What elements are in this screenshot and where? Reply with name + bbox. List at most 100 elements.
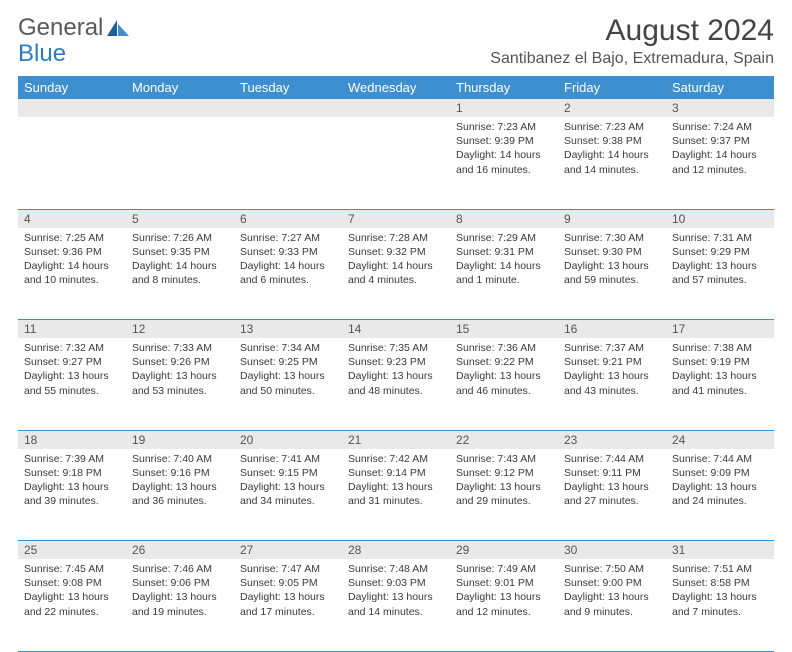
weekday-header: Sunday xyxy=(18,76,126,99)
day-cell: Sunrise: 7:48 AMSunset: 9:03 PMDaylight:… xyxy=(342,559,450,651)
daylight-text: and 31 minutes. xyxy=(348,494,444,508)
location: Santibanez el Bajo, Extremadura, Spain xyxy=(490,50,774,68)
daylight-text: Daylight: 14 hours xyxy=(24,259,120,273)
sunrise-text: Sunrise: 7:25 AM xyxy=(24,231,120,245)
daylight-text: Daylight: 13 hours xyxy=(672,259,768,273)
sunset-text: Sunset: 9:36 PM xyxy=(24,245,120,259)
sunset-text: Sunset: 9:39 PM xyxy=(456,134,552,148)
sunset-text: Sunset: 9:31 PM xyxy=(456,245,552,259)
day-number-cell: 3 xyxy=(666,99,774,117)
day-details: Sunrise: 7:40 AMSunset: 9:16 PMDaylight:… xyxy=(126,449,234,513)
day-number-row: 25262728293031 xyxy=(18,541,774,560)
sunset-text: Sunset: 9:32 PM xyxy=(348,245,444,259)
day-number-cell: 2 xyxy=(558,99,666,117)
daylight-text: Daylight: 13 hours xyxy=(672,369,768,383)
sunset-text: Sunset: 9:30 PM xyxy=(564,245,660,259)
header: General August 2024 Santibanez el Bajo, … xyxy=(18,14,774,68)
day-details: Sunrise: 7:41 AMSunset: 9:15 PMDaylight:… xyxy=(234,449,342,513)
daylight-text: and 10 minutes. xyxy=(24,273,120,287)
day-details: Sunrise: 7:23 AMSunset: 9:38 PMDaylight:… xyxy=(558,117,666,181)
daylight-text: Daylight: 14 hours xyxy=(240,259,336,273)
sunrise-text: Sunrise: 7:42 AM xyxy=(348,452,444,466)
day-cell: Sunrise: 7:35 AMSunset: 9:23 PMDaylight:… xyxy=(342,338,450,430)
sunset-text: Sunset: 9:19 PM xyxy=(672,355,768,369)
day-cell: Sunrise: 7:23 AMSunset: 9:39 PMDaylight:… xyxy=(450,117,558,209)
day-number-cell: 17 xyxy=(666,320,774,339)
weekday-header: Saturday xyxy=(666,76,774,99)
day-cell: Sunrise: 7:36 AMSunset: 9:22 PMDaylight:… xyxy=(450,338,558,430)
day-number-cell: 20 xyxy=(234,430,342,449)
daylight-text: Daylight: 14 hours xyxy=(456,259,552,273)
day-cell: Sunrise: 7:46 AMSunset: 9:06 PMDaylight:… xyxy=(126,559,234,651)
sunrise-text: Sunrise: 7:47 AM xyxy=(240,562,336,576)
day-cell: Sunrise: 7:31 AMSunset: 9:29 PMDaylight:… xyxy=(666,228,774,320)
daylight-text: and 53 minutes. xyxy=(132,384,228,398)
title-block: August 2024 Santibanez el Bajo, Extremad… xyxy=(490,14,774,68)
logo-text-general: General xyxy=(18,14,103,42)
sunrise-text: Sunrise: 7:30 AM xyxy=(564,231,660,245)
weekday-header: Wednesday xyxy=(342,76,450,99)
day-number-cell: 25 xyxy=(18,541,126,560)
day-number-row: 18192021222324 xyxy=(18,430,774,449)
day-number-cell: 14 xyxy=(342,320,450,339)
day-cell: Sunrise: 7:44 AMSunset: 9:09 PMDaylight:… xyxy=(666,449,774,541)
day-details: Sunrise: 7:39 AMSunset: 9:18 PMDaylight:… xyxy=(18,449,126,513)
day-cell: Sunrise: 7:38 AMSunset: 9:19 PMDaylight:… xyxy=(666,338,774,430)
daylight-text: Daylight: 13 hours xyxy=(348,590,444,604)
day-cell xyxy=(18,117,126,209)
sunset-text: Sunset: 8:58 PM xyxy=(672,576,768,590)
daylight-text: and 27 minutes. xyxy=(564,494,660,508)
day-details: Sunrise: 7:38 AMSunset: 9:19 PMDaylight:… xyxy=(666,338,774,402)
sunrise-text: Sunrise: 7:34 AM xyxy=(240,341,336,355)
day-cell: Sunrise: 7:47 AMSunset: 9:05 PMDaylight:… xyxy=(234,559,342,651)
calendar-table: SundayMondayTuesdayWednesdayThursdayFrid… xyxy=(18,76,774,652)
daylight-text: Daylight: 13 hours xyxy=(132,590,228,604)
weekday-header: Friday xyxy=(558,76,666,99)
daylight-text: and 57 minutes. xyxy=(672,273,768,287)
sunset-text: Sunset: 9:21 PM xyxy=(564,355,660,369)
daylight-text: and 8 minutes. xyxy=(132,273,228,287)
daylight-text: and 6 minutes. xyxy=(240,273,336,287)
day-number-cell: 7 xyxy=(342,209,450,228)
daylight-text: Daylight: 14 hours xyxy=(348,259,444,273)
daylight-text: Daylight: 13 hours xyxy=(564,590,660,604)
sunset-text: Sunset: 9:22 PM xyxy=(456,355,552,369)
daylight-text: Daylight: 13 hours xyxy=(240,480,336,494)
daylight-text: and 34 minutes. xyxy=(240,494,336,508)
day-number-cell: 26 xyxy=(126,541,234,560)
daylight-text: Daylight: 14 hours xyxy=(672,148,768,162)
sail-icon xyxy=(105,18,131,38)
sunset-text: Sunset: 9:35 PM xyxy=(132,245,228,259)
day-details: Sunrise: 7:32 AMSunset: 9:27 PMDaylight:… xyxy=(18,338,126,402)
sunrise-text: Sunrise: 7:36 AM xyxy=(456,341,552,355)
day-cell: Sunrise: 7:43 AMSunset: 9:12 PMDaylight:… xyxy=(450,449,558,541)
day-cell: Sunrise: 7:30 AMSunset: 9:30 PMDaylight:… xyxy=(558,228,666,320)
day-cell: Sunrise: 7:24 AMSunset: 9:37 PMDaylight:… xyxy=(666,117,774,209)
day-content-row: Sunrise: 7:25 AMSunset: 9:36 PMDaylight:… xyxy=(18,228,774,320)
sunrise-text: Sunrise: 7:51 AM xyxy=(672,562,768,576)
day-details: Sunrise: 7:48 AMSunset: 9:03 PMDaylight:… xyxy=(342,559,450,623)
sunrise-text: Sunrise: 7:23 AM xyxy=(564,120,660,134)
day-number-cell: 4 xyxy=(18,209,126,228)
daylight-text: and 55 minutes. xyxy=(24,384,120,398)
sunset-text: Sunset: 9:37 PM xyxy=(672,134,768,148)
sunrise-text: Sunrise: 7:37 AM xyxy=(564,341,660,355)
daylight-text: Daylight: 13 hours xyxy=(672,590,768,604)
sunset-text: Sunset: 9:11 PM xyxy=(564,466,660,480)
calendar-header-row: SundayMondayTuesdayWednesdayThursdayFrid… xyxy=(18,76,774,99)
weekday-header: Tuesday xyxy=(234,76,342,99)
sunset-text: Sunset: 9:15 PM xyxy=(240,466,336,480)
day-content-row: Sunrise: 7:32 AMSunset: 9:27 PMDaylight:… xyxy=(18,338,774,430)
day-cell: Sunrise: 7:39 AMSunset: 9:18 PMDaylight:… xyxy=(18,449,126,541)
day-cell: Sunrise: 7:50 AMSunset: 9:00 PMDaylight:… xyxy=(558,559,666,651)
day-details: Sunrise: 7:47 AMSunset: 9:05 PMDaylight:… xyxy=(234,559,342,623)
day-number-cell: 24 xyxy=(666,430,774,449)
daylight-text: and 1 minute. xyxy=(456,273,552,287)
day-details: Sunrise: 7:24 AMSunset: 9:37 PMDaylight:… xyxy=(666,117,774,181)
day-cell: Sunrise: 7:34 AMSunset: 9:25 PMDaylight:… xyxy=(234,338,342,430)
sunrise-text: Sunrise: 7:45 AM xyxy=(24,562,120,576)
daylight-text: and 4 minutes. xyxy=(348,273,444,287)
day-number-cell: 28 xyxy=(342,541,450,560)
sunrise-text: Sunrise: 7:44 AM xyxy=(564,452,660,466)
day-cell xyxy=(342,117,450,209)
